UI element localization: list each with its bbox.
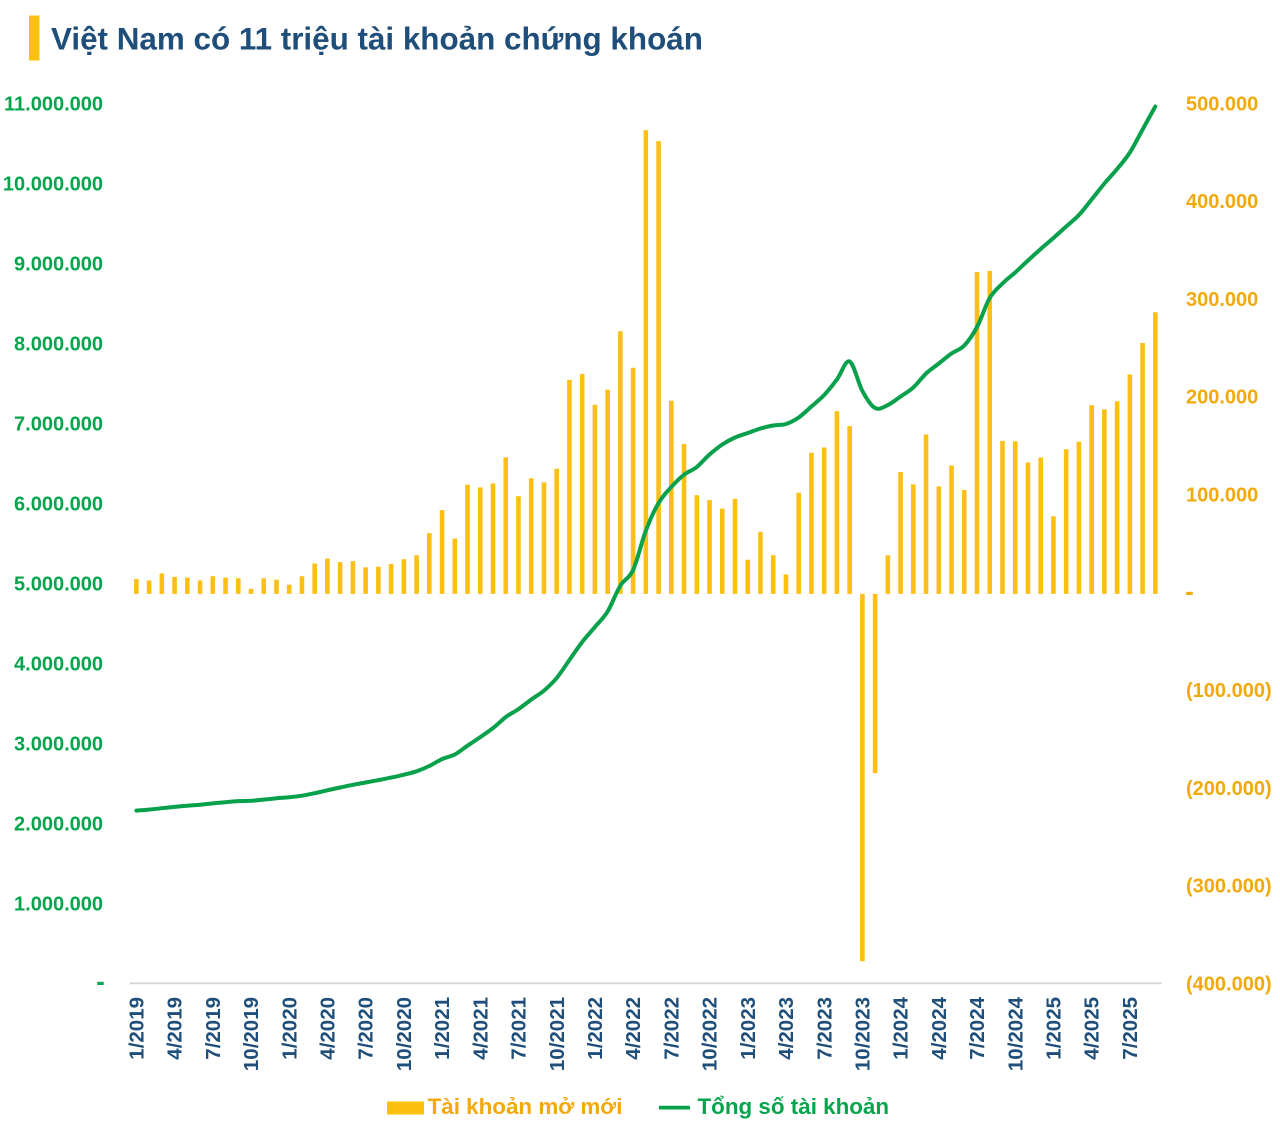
svg-text:1/2022: 1/2022 xyxy=(584,997,607,1060)
svg-text:10/2024: 10/2024 xyxy=(1004,996,1027,1071)
svg-text:10/2023: 10/2023 xyxy=(852,997,875,1071)
svg-text:10/2022: 10/2022 xyxy=(699,997,722,1071)
svg-text:7/2021: 7/2021 xyxy=(508,997,531,1060)
svg-text:4.000.000: 4.000.000 xyxy=(14,653,103,675)
svg-text:1/2024: 1/2024 xyxy=(890,996,913,1059)
svg-text:(300.000): (300.000) xyxy=(1186,876,1272,898)
svg-text:4/2019: 4/2019 xyxy=(164,997,187,1060)
svg-text:11.000.000: 11.000.000 xyxy=(4,93,103,115)
svg-text:1/2021: 1/2021 xyxy=(431,997,454,1060)
svg-text:300.000: 300.000 xyxy=(1186,289,1258,311)
svg-text:2.000.000: 2.000.000 xyxy=(14,813,103,835)
svg-text:3.000.000: 3.000.000 xyxy=(14,733,103,755)
svg-text:1.000.000: 1.000.000 xyxy=(14,893,103,915)
svg-text:100.000: 100.000 xyxy=(1186,485,1258,507)
svg-text:7/2023: 7/2023 xyxy=(813,997,836,1060)
svg-text:7/2020: 7/2020 xyxy=(355,997,378,1060)
svg-text:7/2024: 7/2024 xyxy=(966,996,989,1059)
svg-text:5.000.000: 5.000.000 xyxy=(14,573,103,595)
svg-text:7.000.000: 7.000.000 xyxy=(14,413,103,435)
svg-text:4/2023: 4/2023 xyxy=(775,997,798,1060)
svg-text:4/2021: 4/2021 xyxy=(469,997,492,1060)
svg-text:6.000.000: 6.000.000 xyxy=(14,493,103,515)
svg-text:4/2025: 4/2025 xyxy=(1081,997,1104,1060)
svg-text:7/2022: 7/2022 xyxy=(660,997,683,1060)
svg-text:500.000: 500.000 xyxy=(1186,93,1258,115)
svg-text:7/2025: 7/2025 xyxy=(1119,997,1142,1060)
svg-text:400.000: 400.000 xyxy=(1186,191,1258,213)
svg-text:1/2020: 1/2020 xyxy=(278,997,301,1060)
svg-text:4/2020: 4/2020 xyxy=(317,997,340,1060)
svg-text:(400.000): (400.000) xyxy=(1186,973,1272,995)
svg-text:Việt Nam có 11 triệu tài khoản: Việt Nam có 11 triệu tài khoản chứng kho… xyxy=(51,22,703,57)
svg-text:9.000.000: 9.000.000 xyxy=(14,253,103,275)
svg-text:10/2021: 10/2021 xyxy=(546,997,569,1071)
svg-text:Tài khoản mở mới: Tài khoản mở mới xyxy=(428,1094,623,1119)
svg-text:10/2019: 10/2019 xyxy=(240,997,263,1071)
svg-text:1/2019: 1/2019 xyxy=(126,997,149,1060)
svg-text:8.000.000: 8.000.000 xyxy=(14,333,103,355)
svg-text:10/2020: 10/2020 xyxy=(393,997,416,1071)
svg-text:Tổng số tài khoản: Tổng số tài khoản xyxy=(698,1094,890,1119)
svg-text:(100.000): (100.000) xyxy=(1186,680,1272,702)
svg-text:10.000.000: 10.000.000 xyxy=(3,173,103,195)
svg-text:200.000: 200.000 xyxy=(1186,387,1258,409)
svg-text:1/2023: 1/2023 xyxy=(737,997,760,1060)
svg-text:4/2022: 4/2022 xyxy=(622,997,645,1060)
svg-text:(200.000): (200.000) xyxy=(1186,778,1272,800)
svg-text:1/2025: 1/2025 xyxy=(1043,997,1066,1060)
svg-text:4/2024: 4/2024 xyxy=(928,996,951,1059)
svg-text:7/2019: 7/2019 xyxy=(202,997,225,1060)
